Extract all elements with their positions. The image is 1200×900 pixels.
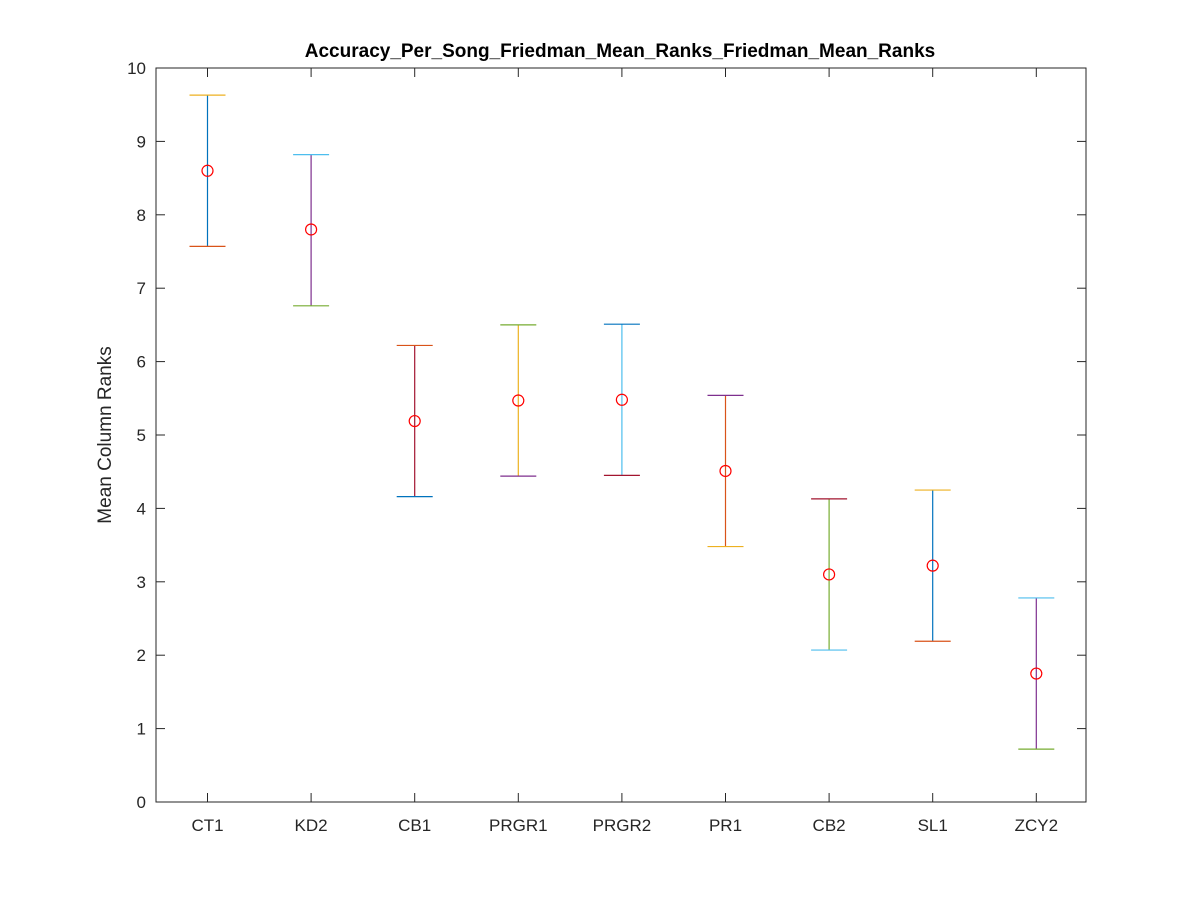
mean-marker <box>201 164 214 177</box>
x-tick-label: CB2 <box>813 816 846 835</box>
x-axis-ticks: CT1 KD2 CB1 PRGR1 PRGR2 PR1 CB2 SL1 ZCY2 <box>191 68 1058 835</box>
chart-title: Accuracy_Per_Song_Friedman_Mean_Ranks_Fr… <box>305 41 935 62</box>
x-tick-label: CB1 <box>398 816 431 835</box>
y-tick-label: 8 <box>137 206 146 225</box>
y-tick-label: 7 <box>137 279 146 298</box>
mean-marker <box>305 223 318 236</box>
y-axis-ticks: 0 1 2 3 4 5 6 7 8 9 10 <box>127 59 1086 812</box>
x-tick-label: ZCY2 <box>1015 816 1058 835</box>
errorbar-ct1 <box>189 94 226 247</box>
x-tick-label: SL1 <box>918 816 948 835</box>
errorbar-zcy2 <box>1018 597 1055 750</box>
mean-marker <box>719 464 732 478</box>
y-tick-label: 0 <box>137 793 146 812</box>
y-tick-label: 5 <box>137 426 146 445</box>
x-tick-label: PRGR2 <box>593 816 652 835</box>
errorbar-series <box>189 94 1055 750</box>
y-tick-label: 4 <box>137 499 146 518</box>
mean-marker <box>512 394 525 407</box>
y-tick-label: 1 <box>137 720 146 739</box>
errorbar-prgr1 <box>500 324 537 477</box>
plot-area <box>155 67 1087 803</box>
errorbar-sl1 <box>914 489 951 642</box>
errorbar-cb1 <box>396 344 433 498</box>
y-tick-label: 6 <box>137 353 146 372</box>
mean-marker <box>615 393 629 406</box>
x-tick-label: CT1 <box>191 816 223 835</box>
mean-marker <box>822 568 836 581</box>
y-tick-label: 9 <box>137 132 146 151</box>
errorbar-pr1 <box>707 394 744 548</box>
x-tick-label: PR1 <box>709 816 742 835</box>
errorbar-prgr2 <box>603 323 640 476</box>
y-tick-label: 10 <box>127 59 146 78</box>
errorbar-kd2 <box>293 154 330 307</box>
y-tick-label: 2 <box>137 646 146 665</box>
errorbar-cb2 <box>811 498 848 651</box>
y-axis-title: Mean Column Ranks <box>95 346 116 523</box>
y-tick-label: 3 <box>137 573 146 592</box>
mean-marker <box>408 414 421 428</box>
mean-marker <box>1030 667 1043 680</box>
mean-marker <box>926 559 939 572</box>
x-tick-label: KD2 <box>295 816 328 835</box>
x-tick-label: PRGR1 <box>489 816 548 835</box>
